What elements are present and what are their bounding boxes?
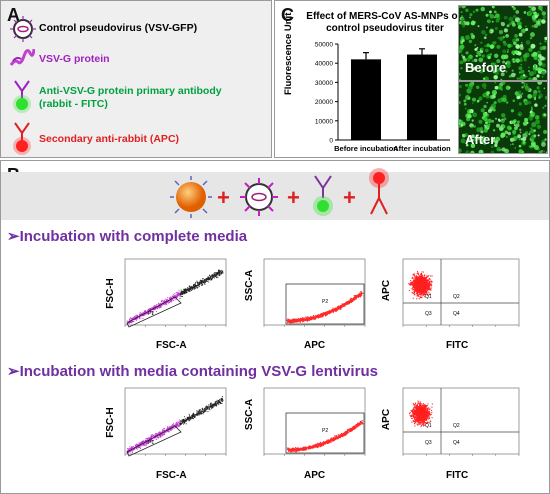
- quad-xlabel-row2: FITC: [446, 470, 469, 481]
- fsc-xlabel-row1: FSC-A: [156, 340, 187, 351]
- x-category-label: After incubation: [393, 144, 451, 153]
- legend-secondary-text: Secondary anti-rabbit (APC): [39, 133, 180, 145]
- fsc-plot-row2: P1: [124, 387, 227, 457]
- chart-title: Effect of MERS-CoV AS-MNPs on control ps…: [300, 11, 470, 35]
- quad-ylabel-row1: APC: [381, 279, 393, 302]
- secondary-antibody-strip-icon: [369, 168, 389, 215]
- quadrant-label-q3: Q3: [425, 311, 432, 317]
- chart-title-line2: control pseudovirus titer: [326, 23, 444, 34]
- y-tick-label: 30000: [315, 80, 333, 87]
- bar-chart: 0 10000 20000 30000 40000 50000 Before incubat…: [315, 42, 451, 154]
- y-tick-label: 10000: [315, 118, 333, 125]
- fsc-plot-row1: P1: [124, 258, 227, 328]
- gate-label: P2: [322, 299, 328, 305]
- quadrant-label-q4: Q4: [453, 311, 460, 317]
- legend-protein-text: VSV-G protein: [39, 53, 110, 65]
- quadrant-plot-row1: Q1 Q2 Q3 Q4: [402, 258, 520, 327]
- gate-p2: [285, 283, 365, 325]
- panel-a-label: A: [7, 5, 20, 25]
- gate-label: P2: [322, 428, 328, 434]
- micrograph-before-label: Before: [465, 60, 507, 75]
- y-tick-label: 20000: [315, 99, 333, 106]
- bar: [407, 54, 437, 140]
- legend-pseudovirus-text: Control pseudovirus (VSV-GFP): [39, 22, 198, 34]
- micrograph-after-label: After: [465, 132, 496, 147]
- primary-antibody-icon: [13, 80, 31, 113]
- quadrant-label-q4: Q4: [453, 440, 460, 446]
- quadrant-plot-row2: Q1 Q2 Q3 Q4: [402, 387, 520, 456]
- panel-a: A Control pseudovirus (VSV-GFP) VSV-G pr…: [0, 0, 272, 158]
- legend-item-secondary-antibody: Secondary anti-rabbit (APC): [13, 122, 180, 155]
- ssc-plot-row2: P2: [263, 387, 366, 456]
- ssc-ylabel-row2: SSC-A: [244, 398, 256, 431]
- ssc-xlabel-row2: APC: [304, 470, 326, 481]
- quadrant-label-q1: Q1: [425, 423, 432, 429]
- quad-ylabel-row2: APC: [381, 408, 393, 431]
- legend-item-pseudovirus: Control pseudovirus (VSV-GFP): [10, 16, 198, 42]
- chart-title-line1: Effect of MERS-CoV AS-MNPs on: [306, 11, 464, 22]
- gate-p2: [285, 412, 365, 454]
- plus-sign-2: +: [287, 185, 300, 210]
- ssc-plot-row1: P2: [263, 258, 366, 327]
- quad-xlabel-row1: FITC: [446, 340, 469, 351]
- fsc-ylabel-row2: FSC-H: [104, 407, 116, 438]
- fsc-xlabel-row2: FSC-A: [156, 470, 187, 481]
- legend-item-protein: VSV-G protein: [9, 48, 110, 66]
- fsc-ylabel-row1: FSC-H: [104, 278, 116, 309]
- quadrant-label-q1: Q1: [425, 294, 432, 300]
- panel-c-label: C: [281, 5, 294, 25]
- legend-item-primary-antibody: Anti-VSV-G protein primary antibody (rab…: [13, 80, 222, 113]
- quadrant-label-q2: Q2: [453, 294, 460, 300]
- pseudovirus-icon: [10, 16, 36, 42]
- nanoparticle-icon: [170, 176, 212, 218]
- section-complete-media: ➢Incubation with complete media: [7, 228, 248, 245]
- secondary-antibody-icon: [13, 122, 31, 155]
- legend-primary-line1: Anti-VSV-G protein primary antibody: [39, 85, 222, 97]
- ssc-xlabel-row1: APC: [304, 340, 326, 351]
- plus-sign-3: +: [343, 185, 356, 210]
- gate-p1: [126, 425, 182, 457]
- bar: [351, 59, 381, 140]
- quadrant-label-q2: Q2: [453, 423, 460, 429]
- micrograph-before: Before: [458, 5, 548, 81]
- micrograph-after: After: [458, 81, 548, 154]
- legend-primary-line2: (rabbit - FITC): [39, 98, 108, 110]
- protein-icon: [9, 48, 35, 66]
- y-tick-label: 0: [329, 138, 333, 145]
- quadrant-label-q3: Q3: [425, 440, 432, 446]
- primary-antibody-strip-icon: [313, 175, 333, 216]
- x-category-label: Before incubation: [334, 144, 398, 153]
- plus-sign-1: +: [217, 185, 230, 210]
- gate-label: P1: [148, 440, 154, 446]
- ssc-ylabel-row1: SSC-A: [244, 269, 256, 302]
- y-tick-label: 40000: [315, 61, 333, 68]
- section-vsvg-media: ➢Incubation with media containing VSV-G …: [7, 363, 378, 380]
- gate-label: P1: [148, 311, 154, 317]
- y-tick-label: 50000: [315, 42, 333, 49]
- pseudovirus-strip-icon: [240, 178, 278, 216]
- gate-p1: [126, 296, 182, 328]
